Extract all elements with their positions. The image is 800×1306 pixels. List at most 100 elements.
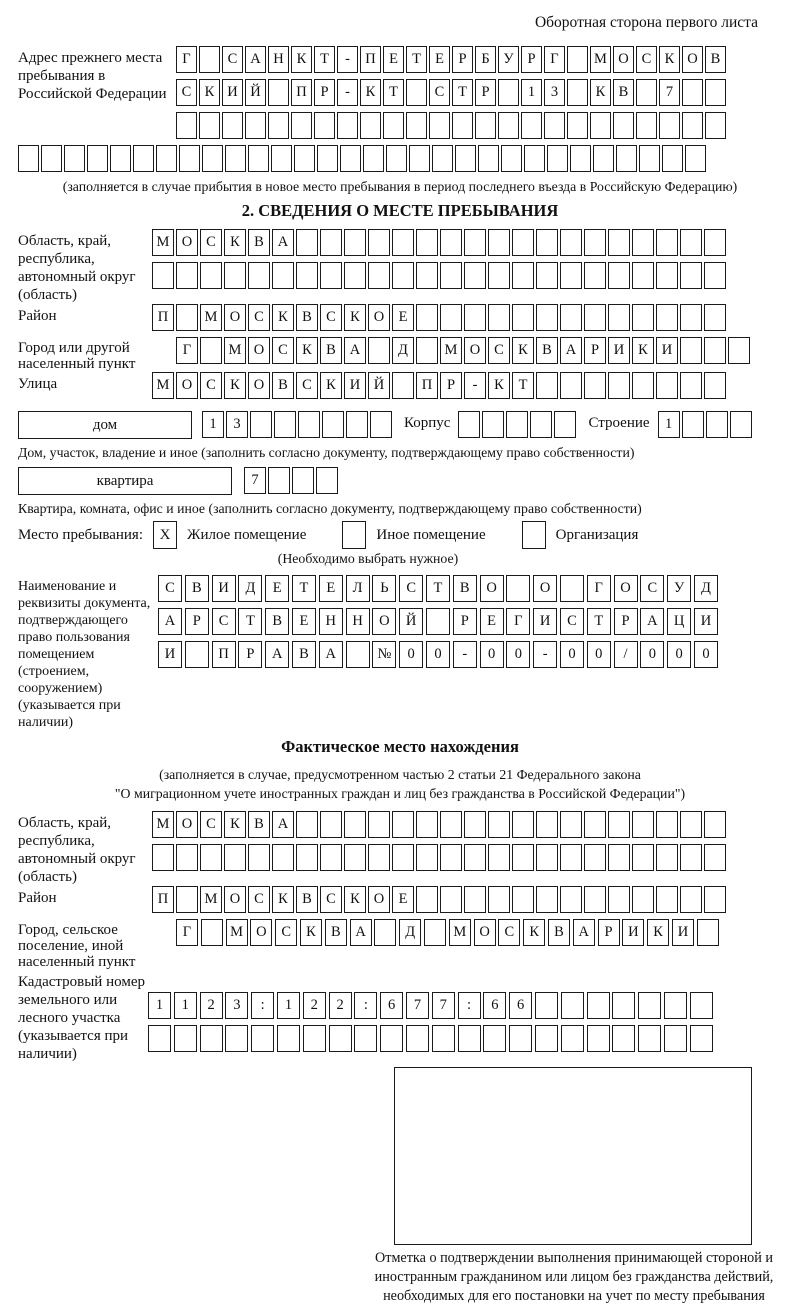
char-cell: [416, 844, 438, 871]
char-cell: [632, 304, 654, 331]
char-cell: 6: [509, 992, 533, 1019]
char-cell: [560, 992, 584, 1019]
char-cell: [547, 145, 568, 172]
char-cell: А: [245, 46, 266, 73]
char-cell: [656, 844, 678, 871]
char-cell: Д: [238, 575, 263, 602]
char-cell: Т: [383, 79, 404, 106]
char-cell: [512, 811, 534, 838]
char-cell: [200, 844, 222, 871]
char-cell: [452, 112, 473, 139]
char-cell: Р: [452, 46, 473, 73]
char-cell: Р: [314, 79, 335, 106]
char-cell: [586, 992, 610, 1019]
char-cell: Ц: [667, 608, 692, 635]
char-cell: [608, 304, 630, 331]
char-cell: [440, 886, 462, 913]
char-cell: [156, 145, 177, 172]
char-cell: 2: [302, 992, 326, 1019]
char-cell: [302, 1025, 326, 1052]
char-cell: Е: [291, 608, 316, 635]
char-cell: [483, 1025, 507, 1052]
region-label: Область, край, республика, автономный ок…: [18, 233, 136, 303]
char-cell: [704, 304, 726, 331]
char-cell: [87, 145, 108, 172]
char-cell: П: [152, 304, 174, 331]
char-cell: [291, 112, 312, 139]
char-cell: С: [211, 608, 236, 635]
char-cell: [536, 811, 558, 838]
char-cell: Р: [521, 46, 542, 73]
char-cell: А: [344, 337, 366, 364]
char-cell: :: [457, 992, 481, 1019]
char-cell: Р: [597, 919, 620, 946]
apartment-row: квартира 7: [18, 467, 782, 500]
char-cell: [18, 145, 39, 172]
char-cell: И: [158, 641, 182, 668]
char-cell: С: [559, 608, 584, 635]
char-cell: К: [272, 886, 294, 913]
city-label: Город или другой населенный пункт: [18, 340, 136, 372]
char-cell: [636, 112, 657, 139]
char-cell: [423, 919, 446, 946]
char-cell: Е: [318, 575, 343, 602]
char-cell: [455, 145, 476, 172]
char-cell: [199, 1025, 223, 1052]
char-cell: [392, 229, 414, 256]
char-cell: С: [248, 886, 270, 913]
char-cell: [512, 304, 534, 331]
char-cell: [176, 886, 198, 913]
char-cell: К: [360, 79, 381, 106]
char-cell: [406, 112, 427, 139]
char-cell: [296, 811, 318, 838]
char-cell: [608, 844, 630, 871]
cadastral-block: Кадастровый номер земельного или лесного…: [18, 970, 782, 1063]
char-cell: [705, 79, 726, 106]
char-cell: [638, 992, 662, 1019]
char-cell: [294, 145, 315, 172]
char-cell: [488, 811, 510, 838]
char-cell: М: [152, 229, 174, 256]
char-cell: К: [199, 79, 220, 106]
char-cell: [344, 844, 366, 871]
char-cell: [176, 304, 198, 331]
char-cell: [179, 145, 200, 172]
char-cell: -: [337, 79, 358, 106]
char-cell: 2: [328, 992, 352, 1019]
char-cell: [274, 411, 296, 438]
char-cell: [560, 811, 582, 838]
korpus-label: Корпус: [404, 415, 451, 431]
char-cell: Р: [184, 608, 209, 635]
apartment-box: квартира: [18, 467, 232, 495]
char-cell: М: [152, 372, 174, 399]
char-cell: [354, 1025, 378, 1052]
char-cell: О: [224, 886, 246, 913]
char-cell: 0: [479, 641, 504, 668]
actual-city-label: Город, сельское поселение, иной населенн…: [18, 922, 136, 970]
prev-address-row-3: [176, 112, 728, 140]
char-cell: [409, 145, 430, 172]
char-cell: [199, 46, 220, 73]
char-cell: О: [479, 575, 504, 602]
char-cell: Т: [425, 575, 450, 602]
char-cell: 0: [586, 641, 611, 668]
prev-address-caption: (заполняется в случае прибытия в новое м…: [62, 179, 738, 194]
stay-type-row: Место пребывания: X Жилое помещение Иное…: [18, 521, 782, 549]
char-cell: Г: [176, 46, 197, 73]
char-cell: У: [667, 575, 692, 602]
char-cell: О: [248, 337, 270, 364]
char-cell: У: [498, 46, 519, 73]
char-cell: [506, 575, 531, 602]
char-cell: О: [613, 575, 638, 602]
char-cell: Н: [345, 608, 370, 635]
char-cell: К: [632, 337, 654, 364]
char-cell: [704, 886, 726, 913]
char-cell: В: [536, 337, 558, 364]
char-cell: [613, 112, 634, 139]
char-cell: [368, 262, 390, 289]
